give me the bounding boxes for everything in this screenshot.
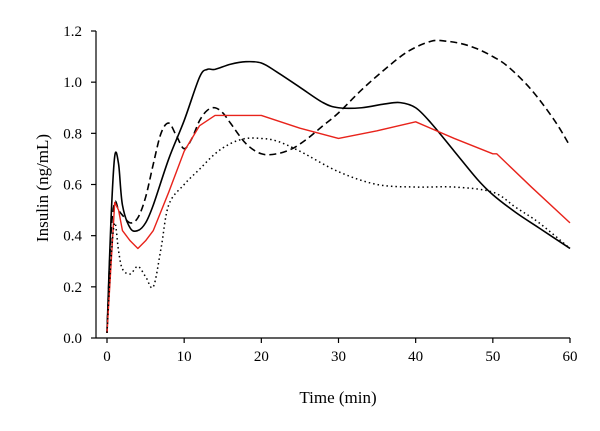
y-tick-label: 1.0 bbox=[63, 75, 82, 91]
y-tick-label: 0.4 bbox=[63, 229, 82, 245]
y-tick-label: 0.0 bbox=[63, 331, 82, 347]
x-tick-label: 50 bbox=[485, 349, 500, 365]
x-tick-label: 60 bbox=[563, 349, 578, 365]
y-tick-label: 0.6 bbox=[63, 178, 82, 194]
y-tick-label: 0.2 bbox=[63, 280, 82, 296]
y-axis-title: Insulin (ng/mL) bbox=[33, 134, 52, 242]
x-tick-label: 20 bbox=[254, 349, 269, 365]
series-line-2-dashed bbox=[106, 39, 571, 333]
axes: 0 10 20 30 40 50 60 0.0 0.2 0.4 0.6 0.8 1.0 1.2 bbox=[63, 24, 577, 365]
series-line-3-solid bbox=[106, 114, 571, 333]
x-tick-label: 0 bbox=[103, 349, 111, 365]
series-layer bbox=[106, 39, 571, 333]
x-tick-label: 40 bbox=[408, 349, 423, 365]
series-line-1-solid bbox=[106, 60, 571, 333]
x-tick-label: 30 bbox=[331, 349, 346, 365]
x-axis-title: Time (min) bbox=[299, 388, 376, 407]
y-tick-label: 1.2 bbox=[63, 24, 82, 40]
x-tick-label: 10 bbox=[177, 349, 192, 365]
series-line-4-dotted bbox=[106, 137, 571, 333]
y-tick-label: 0.8 bbox=[63, 126, 82, 142]
